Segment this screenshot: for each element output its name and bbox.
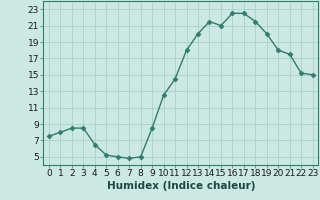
X-axis label: Humidex (Indice chaleur): Humidex (Indice chaleur) [107, 181, 255, 191]
